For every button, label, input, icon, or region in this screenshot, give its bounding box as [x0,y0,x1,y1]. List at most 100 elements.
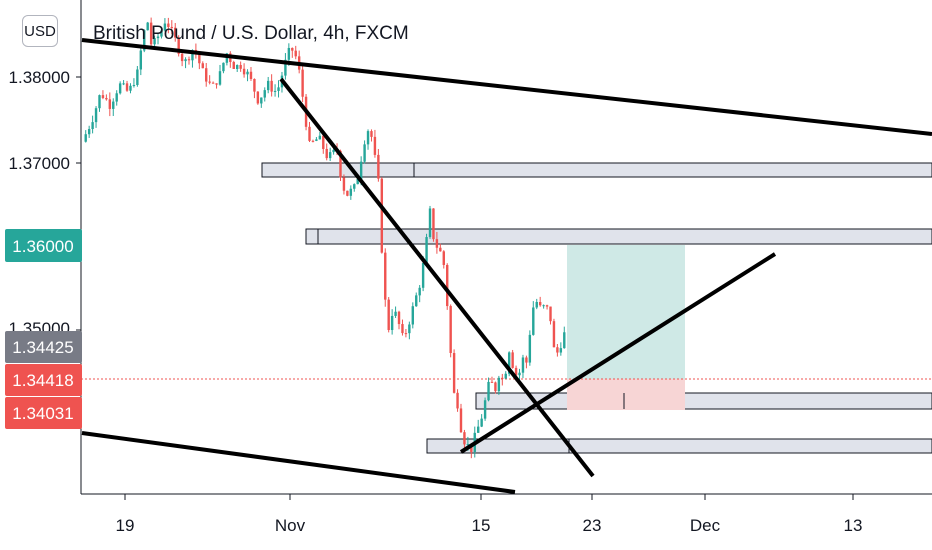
candle-body [211,82,215,84]
candle-body [167,23,170,27]
candle-body [143,30,146,51]
candle-body [115,93,118,102]
candle-body [108,99,112,109]
zone-rect-2[interactable] [305,228,932,245]
candle-body [425,237,428,263]
x-tick-label: 19 [116,516,135,535]
candle-body [477,426,480,433]
candle-body [301,69,304,97]
candle-body [452,352,456,393]
candle-body [239,65,242,69]
x-tick-label: 15 [472,516,491,535]
candle-body [528,334,532,363]
candle-body [325,148,328,159]
candle-body [263,90,266,98]
candle-body [525,357,528,363]
candle-body [118,83,122,94]
candle-body [532,307,535,335]
candle-body [91,122,94,130]
candle-body [538,301,542,306]
candle-body [208,81,211,83]
candle-body [456,392,459,409]
candle-body [294,50,297,57]
candle-body [435,239,439,248]
candle-body [401,324,404,334]
descending-trendline[interactable] [279,77,595,478]
candle-body [105,97,108,100]
candle-body [366,131,370,145]
candle-body [459,408,463,433]
candle-body [487,381,490,401]
candle-body [322,135,325,149]
trendlines[interactable] [81,38,932,494]
ascending-trendline[interactable] [459,252,777,454]
candle-body [136,69,139,86]
candle-body [359,161,363,179]
profit-zone[interactable] [567,245,685,379]
candle-body [415,295,418,307]
candle-body [287,47,291,60]
candle-body [191,49,194,61]
candle-body [428,208,432,238]
lower-channel-line[interactable] [81,431,516,494]
upper-channel-line[interactable] [81,38,932,136]
candle-body [84,134,87,142]
candle-body [542,305,545,307]
candle-body [146,22,149,31]
candle-body [253,78,256,92]
candle-body [94,108,98,123]
candle-body [370,131,373,137]
candle-body [373,136,377,155]
candle-body [442,251,445,265]
candle-body [480,418,483,427]
candle-body [535,301,538,308]
candle-body [249,71,253,79]
y-axis-ticks: 1.38000 1.37000 1.35000 [9,68,81,338]
candle-body [139,50,143,70]
candle-body [339,150,342,178]
candle-body [545,305,549,307]
x-tick-label: Dec [690,516,721,535]
candle-body [160,30,163,37]
x-tick-label: 23 [583,516,602,535]
candle-body [187,59,191,61]
candle-body [411,306,414,325]
candle-body [418,287,421,296]
candle-body [332,149,335,153]
candle-body [408,324,411,334]
candle-body [521,357,525,373]
candle-body [349,188,353,196]
price-badge-bg [5,397,82,429]
candle-body [112,101,115,109]
candle-body [270,80,273,92]
candle-body [311,140,315,142]
candle-body [266,80,270,91]
candle-body [315,139,318,141]
candle-body [236,65,239,69]
zone-rect-4[interactable] [426,438,932,454]
candle-body [129,85,132,91]
chart-title: British Pound / U.S. Dollar, 4h, FXCM [93,23,409,44]
loss-zone[interactable] [567,379,685,410]
candle-body [397,311,401,325]
zone-rect-1[interactable] [261,162,932,178]
price-badge: 1.34425 [12,338,73,357]
candle-body [342,177,346,191]
candle-body [132,85,136,87]
x-axis-ticks: 19 Nov 15 23 Dec 13 [116,494,862,535]
position-tool[interactable] [567,245,685,410]
price-badge-bg [5,331,82,363]
candle-body [563,332,566,349]
candle-body [380,178,384,253]
zones[interactable] [261,162,932,454]
candle-body [328,152,332,159]
candle-body [98,95,101,109]
candle-body [356,178,359,185]
candle-body [466,443,470,445]
candle-body [201,63,204,69]
price-badge: 1.34418 [12,371,73,390]
currency-button[interactable]: USD [22,15,58,47]
candle-body [559,348,563,353]
